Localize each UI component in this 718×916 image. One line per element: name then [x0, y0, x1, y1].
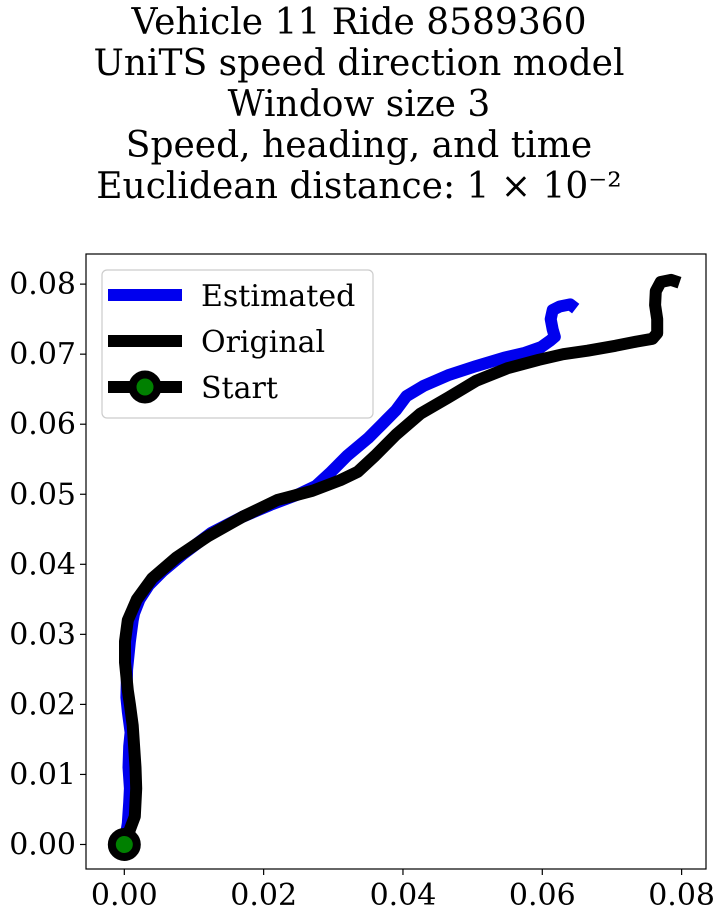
- series-layer: [107, 273, 682, 861]
- x-tick-label: 0.08: [648, 878, 715, 913]
- x-tick-label: 0.04: [370, 878, 437, 913]
- y-tick-label: 0.08: [9, 267, 76, 302]
- x-tick-label: 0.02: [230, 878, 297, 913]
- y-tick-label: 0.02: [9, 687, 76, 722]
- legend: Estimated Original Start: [101, 269, 374, 419]
- title-line-2: UniTS speed direction model: [93, 43, 625, 84]
- y-tick-label: 0.06: [9, 407, 76, 442]
- y-tick-label: 0.05: [9, 477, 76, 512]
- x-axis: 0.00 0.02 0.04 0.06 0.08: [91, 869, 715, 913]
- title-line-4: Speed, heading, and time: [125, 125, 593, 166]
- y-tick-label: 0.07: [9, 337, 76, 372]
- y-tick-label: 0.04: [9, 547, 76, 582]
- legend-start-marker: [128, 370, 162, 404]
- legend-estimated-label: Estimated: [201, 279, 355, 314]
- y-tick-label: 0.00: [9, 827, 76, 862]
- x-tick-label: 0.00: [91, 878, 158, 913]
- y-axis: 0.00 0.01 0.02 0.03 0.04 0.05 0.06 0.07 0.08: [9, 267, 86, 862]
- x-tick-label: 0.06: [509, 878, 576, 913]
- y-tick-label: 0.03: [9, 617, 76, 652]
- series-original-line: [118, 273, 682, 847]
- legend-start-label: Start: [201, 371, 278, 406]
- chart-title: Vehicle 11 Ride 8589360 UniTS speed dire…: [0, 2, 718, 207]
- title-line-5: Euclidean distance: 1 × 10⁻²: [96, 166, 622, 207]
- plot-frame: [85, 253, 707, 870]
- y-tick-label: 0.01: [9, 757, 76, 792]
- start-marker: [107, 827, 141, 861]
- title-line-3: Window size 3: [227, 84, 491, 125]
- legend-original-label: Original: [201, 325, 325, 360]
- title-line-1: Vehicle 11 Ride 8589360: [131, 2, 587, 43]
